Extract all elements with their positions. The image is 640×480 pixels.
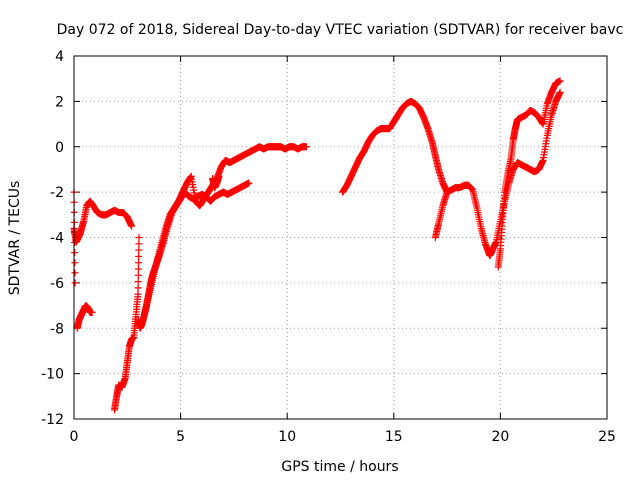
x-tick-label: 15 — [385, 429, 403, 445]
data-point — [135, 240, 143, 248]
data-point — [71, 239, 79, 247]
x-tick-label: 10 — [278, 429, 296, 445]
data-point — [134, 290, 142, 298]
plot-frame — [73, 55, 608, 420]
data-point — [135, 259, 143, 267]
y-tick-label: -12 — [41, 412, 64, 428]
data-point — [245, 179, 253, 187]
data-point — [556, 88, 564, 96]
data-point — [443, 188, 451, 196]
x-tick-label: 25 — [598, 429, 616, 445]
chart-title: Day 072 of 2018, Sidereal Day-to-day VTE… — [57, 22, 624, 38]
data-point — [128, 222, 136, 230]
data-point — [134, 265, 142, 273]
data-point — [134, 271, 142, 279]
data-point — [135, 246, 143, 254]
data-point — [71, 269, 79, 277]
y-tick-label: -2 — [50, 185, 64, 201]
data-point — [134, 284, 142, 292]
data-points — [70, 77, 564, 414]
data-point — [302, 143, 310, 151]
y-tick-label: 2 — [55, 94, 64, 110]
data-point — [135, 234, 143, 241]
x-tick-label: 5 — [176, 429, 185, 445]
data-point — [71, 249, 79, 257]
y-tick-label: 0 — [55, 140, 64, 156]
y-axis-label: SDTVAR / TECUs — [7, 181, 23, 296]
data-point — [215, 172, 223, 180]
data-point — [88, 308, 96, 316]
x-tick-label: 0 — [70, 429, 79, 445]
y-tick-label: -6 — [50, 276, 64, 292]
x-axis-label: GPS time / hours — [281, 459, 398, 475]
data-point — [556, 77, 564, 85]
data-point — [71, 259, 79, 267]
data-point — [134, 278, 142, 286]
y-tick-label: -10 — [41, 367, 64, 383]
data-point — [71, 279, 79, 287]
data-point — [135, 252, 143, 260]
y-tick-label: -4 — [50, 231, 64, 247]
y-tick-label: 4 — [55, 49, 64, 65]
y-tick-label: -8 — [50, 321, 64, 337]
x-tick-label: 20 — [491, 429, 509, 445]
